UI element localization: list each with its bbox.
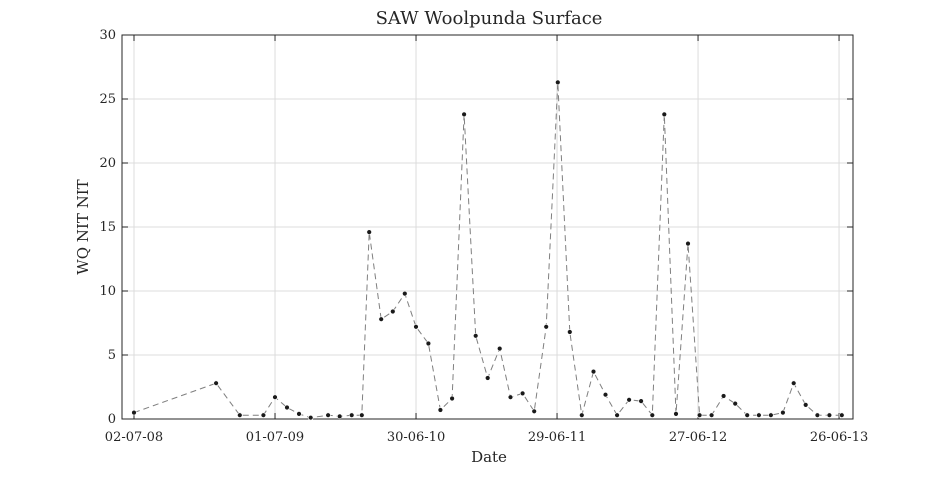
data-point [614, 412, 620, 418]
data-point [366, 229, 372, 235]
data-point [590, 368, 597, 375]
data-point [802, 402, 809, 408]
data-point [531, 408, 537, 414]
data-point [732, 400, 738, 407]
data-point [555, 79, 561, 86]
y-tick-label: 0 [108, 412, 116, 427]
x-tick-label: 02-07-08 [105, 430, 163, 445]
data-point [213, 380, 219, 386]
data-point [260, 412, 267, 418]
y-tick-label: 10 [99, 284, 116, 299]
y-tick-label: 15 [99, 220, 116, 235]
y-axis-label: WQ NIT NIT [74, 179, 92, 274]
data-point [826, 412, 833, 418]
data-point [756, 412, 762, 418]
data-point [485, 375, 491, 381]
series [131, 79, 845, 421]
data-point [673, 411, 679, 417]
data-point [437, 407, 444, 413]
x-tick-label: 26-06-13 [810, 430, 868, 445]
data-point [519, 390, 526, 397]
data-point [473, 333, 479, 339]
data-point [497, 345, 503, 352]
grid [122, 34, 853, 420]
data-point [768, 412, 774, 418]
data-point [790, 380, 797, 386]
series-line [133, 82, 842, 419]
x-tick-label: 29-06-11 [528, 430, 586, 445]
x-tick-label: 30-06-10 [387, 430, 445, 445]
data-point [425, 340, 432, 347]
data-point [390, 308, 396, 315]
data-point [296, 411, 302, 417]
data-point [308, 415, 314, 421]
data-point [507, 394, 514, 400]
x-tick-label: 01-07-09 [246, 430, 304, 445]
data-point [449, 395, 455, 402]
y-tick-label: 25 [99, 92, 116, 107]
data-point [543, 324, 549, 330]
data-point [661, 111, 667, 118]
data-point [237, 412, 243, 418]
y-tick-label: 30 [99, 28, 116, 43]
data-point [131, 409, 137, 416]
data-point [402, 290, 408, 297]
data-point [685, 240, 691, 247]
data-point [696, 412, 703, 418]
data-point [638, 398, 644, 404]
data-point [626, 397, 632, 403]
data-point [744, 412, 750, 418]
data-point [708, 412, 715, 418]
data-point [337, 413, 343, 420]
y-tick-label: 5 [108, 348, 116, 363]
data-point [272, 394, 278, 400]
axis-ticks: 0 5 10 15 20 25 30 02-07-08 01-07-09 30-06-10 29-0… [99, 28, 868, 445]
data-point [649, 412, 655, 418]
chart-title: SAW Woolpunda Surface [376, 8, 603, 29]
data-point [284, 404, 290, 411]
x-tick-label: 27-06-12 [669, 430, 727, 445]
data-point [378, 316, 384, 322]
data-point [461, 111, 467, 118]
data-point [579, 412, 585, 418]
x-axis-label: Date [471, 448, 507, 466]
data-point [349, 412, 355, 418]
data-point [780, 409, 786, 416]
data-point [567, 329, 573, 335]
y-tick-label: 20 [99, 156, 116, 171]
data-point [839, 412, 845, 418]
data-point [359, 412, 365, 418]
data-point [814, 412, 821, 418]
data-point [413, 324, 419, 330]
data-point [602, 392, 609, 398]
data-point [720, 393, 727, 399]
data-point [325, 412, 331, 418]
